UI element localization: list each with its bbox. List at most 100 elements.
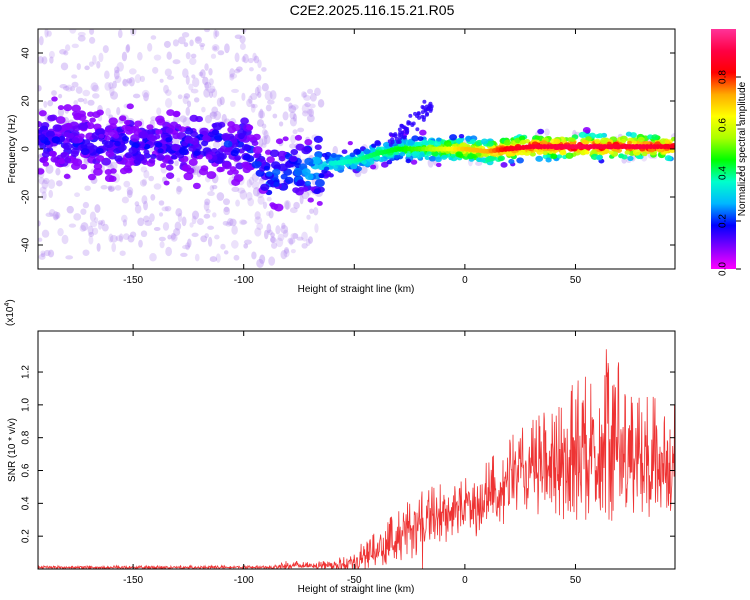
heatmap-cell <box>283 199 291 210</box>
heatmap-cell <box>139 75 146 83</box>
heatmap-cell <box>125 44 130 54</box>
heatmap-cell <box>158 236 166 242</box>
heatmap-cell <box>57 227 64 237</box>
heatmap-cell <box>198 167 209 176</box>
heatmap-cell <box>75 86 83 94</box>
heatmap-cell <box>38 168 45 175</box>
heatmap-cell <box>111 242 117 253</box>
heatmap-cell <box>209 85 216 93</box>
heatmap-cell <box>283 248 290 258</box>
heatmap-cell <box>256 84 262 94</box>
heatmap-cell <box>209 91 214 99</box>
heatmap-cell <box>416 111 421 116</box>
heatmap-cell <box>171 144 181 152</box>
heatmap-cell <box>301 110 309 117</box>
heatmap-cell <box>193 150 201 156</box>
heatmap-cell <box>270 161 281 169</box>
heatmap-cell <box>422 99 427 104</box>
heatmap-cell <box>254 211 261 220</box>
heatmap-cell <box>123 180 131 188</box>
heatmap-cell <box>177 94 183 100</box>
heatmap-cell <box>230 149 239 157</box>
heatmap-cell <box>243 239 252 245</box>
heatmap-cell <box>39 157 46 163</box>
heatmap-cell <box>256 258 264 268</box>
x-tick-label: 0 <box>462 275 468 286</box>
heatmap-cell <box>246 98 253 108</box>
heatmap-cell <box>38 253 46 260</box>
heatmap-cell <box>285 201 290 210</box>
heatmap-cell <box>211 88 218 98</box>
heatmap-cell <box>117 144 127 152</box>
heatmap-cell <box>301 168 311 176</box>
heatmap-cell <box>270 232 275 238</box>
heatmap-cell <box>47 99 54 107</box>
heatmap-cell <box>245 191 253 201</box>
heatmap-cell <box>52 211 59 221</box>
heatmap-cell <box>433 140 441 147</box>
heatmap-cell <box>92 54 97 65</box>
heatmap-cell <box>583 140 589 145</box>
heatmap-cell <box>157 148 164 154</box>
heatmap-cell <box>104 81 112 91</box>
heatmap-cell <box>114 184 122 191</box>
heatmap-cell <box>229 73 235 81</box>
colorbar-gradient <box>711 29 736 269</box>
heatmap-cell <box>270 235 276 243</box>
heatmap-cell <box>73 113 82 121</box>
heatmap-cell <box>317 163 326 171</box>
heatmap-cell <box>405 158 412 164</box>
heatmap-cell <box>500 162 508 168</box>
heatmap-cell <box>48 150 56 157</box>
heatmap-cell <box>85 142 95 151</box>
heatmap-cell <box>77 31 86 37</box>
heatmap-cell <box>435 162 442 168</box>
heatmap-cell <box>63 173 71 179</box>
heatmap-cell <box>282 136 289 142</box>
heatmap-cell <box>167 159 174 165</box>
heatmap-cell <box>307 236 313 244</box>
heatmap-cell <box>126 189 133 199</box>
y-tick-label: 0.4 <box>21 496 32 510</box>
snr-y-multiplier: (x104) <box>4 299 16 326</box>
heatmap-cell <box>105 150 115 158</box>
heatmap-cell <box>148 158 156 164</box>
heatmap-cell <box>161 206 169 212</box>
heatmap-cell <box>330 153 337 158</box>
heatmap-cell <box>131 142 140 149</box>
heatmap-cell <box>307 197 314 203</box>
heatmap-cell <box>204 114 212 124</box>
heatmap-cell <box>150 153 157 160</box>
heatmap-cell <box>313 207 319 216</box>
heatmap-cell <box>149 253 157 262</box>
heatmap-cell <box>258 138 264 148</box>
heatmap-cell <box>222 198 231 206</box>
heatmap-cell <box>314 223 319 234</box>
heatmap-cell <box>382 141 391 148</box>
heatmap-cell <box>38 36 44 46</box>
heatmap-cell <box>458 133 465 139</box>
heatmap-cell <box>529 151 536 157</box>
heatmap-cell <box>143 170 150 179</box>
heatmap-cell <box>239 35 246 44</box>
heatmap-cell <box>283 229 289 238</box>
heatmap-cell <box>82 249 90 256</box>
heatmap-cell <box>189 57 197 65</box>
heatmap-cell <box>80 143 88 150</box>
heatmap-cell <box>233 254 240 261</box>
heatmap-cell <box>64 44 71 52</box>
heatmap-cell <box>185 75 190 85</box>
heatmap-cell <box>172 132 181 140</box>
heatmap-cell <box>165 89 172 96</box>
heatmap-cell <box>204 63 209 71</box>
heatmap-cell <box>202 76 209 86</box>
heatmap-cell <box>242 166 251 174</box>
heatmap-cell <box>268 210 274 219</box>
heatmap-cell <box>113 69 120 80</box>
heatmap-cell <box>248 95 253 104</box>
heatmap-cell <box>209 185 215 192</box>
heatmap-cell <box>400 130 405 135</box>
heatmap-cell <box>254 161 262 167</box>
heatmap-cell <box>63 104 73 112</box>
heatmap-cell <box>91 84 100 93</box>
